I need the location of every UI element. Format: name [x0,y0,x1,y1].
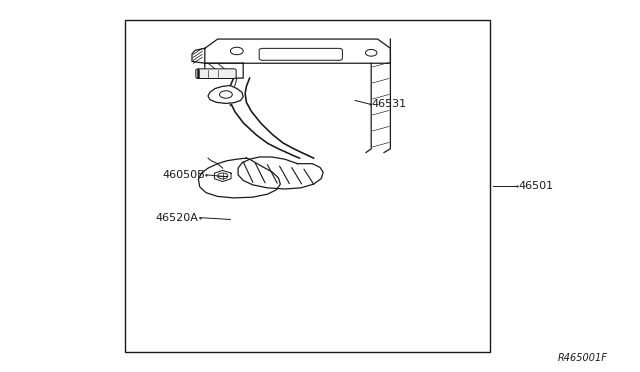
Circle shape [230,47,243,55]
Text: 46531: 46531 [371,99,406,109]
Circle shape [220,91,232,98]
Polygon shape [205,39,390,63]
Polygon shape [214,170,231,182]
Circle shape [218,173,228,179]
Polygon shape [192,48,205,63]
Polygon shape [229,78,314,158]
Text: 46501: 46501 [518,181,554,191]
Polygon shape [208,86,243,103]
FancyBboxPatch shape [196,69,236,78]
Circle shape [365,49,377,56]
Polygon shape [205,63,243,78]
Text: 46050B: 46050B [162,170,205,180]
Polygon shape [198,158,280,198]
Bar [125,20,490,352]
Text: 46520A: 46520A [156,213,198,222]
Text: R465001F: R465001F [558,353,608,363]
FancyBboxPatch shape [259,48,342,60]
Polygon shape [238,157,323,189]
